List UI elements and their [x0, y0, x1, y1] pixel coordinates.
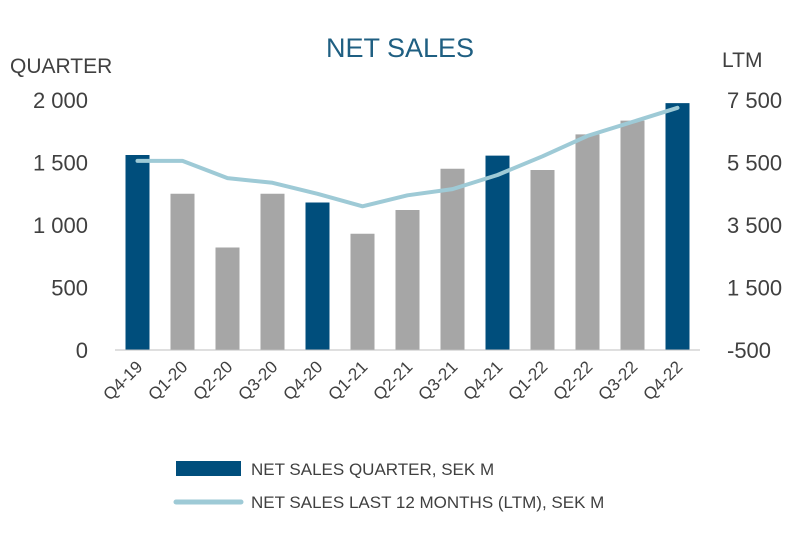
right-axis-ticks: -500 1 500 3 500 5 500 7 500 [727, 88, 782, 363]
right-axis-title: LTM [722, 49, 762, 72]
left-axis-title: QUARTER [10, 55, 112, 78]
x-tick-label: Q4-20 [279, 357, 326, 404]
x-tick-label: Q1-21 [324, 357, 371, 404]
bar-q4-19 [125, 155, 150, 350]
right-tick-label: -500 [727, 338, 771, 363]
bar-q3-22 [620, 120, 645, 350]
bar-q2-22 [575, 134, 600, 350]
bar-q3-20 [260, 193, 285, 350]
right-tick-label: 7 500 [727, 88, 782, 113]
bar-q1-20 [170, 193, 195, 350]
x-tick-label: Q4-21 [459, 357, 506, 404]
x-tick-label: Q2-20 [189, 357, 236, 404]
x-axis-ticks: Q4-19Q1-20Q2-20Q3-20Q4-20Q1-21Q2-21Q3-21… [99, 357, 686, 404]
ltm-line-series [135, 105, 680, 209]
x-tick-label: Q4-22 [639, 357, 686, 404]
left-axis-ticks: 0 500 1 000 1 500 2 000 [33, 88, 88, 363]
bar-q4-21 [485, 155, 510, 350]
left-tick-label: 1 000 [33, 213, 88, 238]
ltm-line [135, 105, 680, 209]
quarter-bars [125, 103, 690, 350]
bar-q4-20 [305, 202, 330, 350]
bar-q1-21 [350, 233, 375, 350]
left-tick-label: 0 [76, 338, 88, 363]
bar-q2-20 [215, 247, 240, 350]
x-tick-label: Q3-21 [414, 357, 461, 404]
bar-q2-21 [395, 210, 420, 350]
chart-title: NET SALES [326, 33, 474, 63]
x-tick-label: Q4-19 [99, 357, 146, 404]
left-tick-label: 2 000 [33, 88, 88, 113]
x-tick-label: Q2-21 [369, 357, 416, 404]
x-tick-label: Q3-22 [594, 357, 641, 404]
legend: NET SALES QUARTER, SEK M NET SALES LAST … [173, 460, 604, 512]
left-tick-label: 500 [51, 276, 88, 301]
bar-q3-21 [440, 168, 465, 350]
right-tick-label: 1 500 [727, 276, 782, 301]
right-tick-label: 5 500 [727, 151, 782, 176]
right-tick-label: 3 500 [727, 213, 782, 238]
bar-q1-22 [530, 170, 555, 350]
x-tick-label: Q1-20 [144, 357, 191, 404]
x-tick-label: Q2-22 [549, 357, 596, 404]
legend-label-ltm: NET SALES LAST 12 MONTHS (LTM), SEK M [251, 493, 604, 512]
bar-q4-22 [665, 103, 690, 350]
legend-swatch-quarter [176, 461, 241, 476]
legend-label-quarter: NET SALES QUARTER, SEK M [251, 460, 494, 479]
x-tick-label: Q3-20 [234, 357, 281, 404]
left-tick-label: 1 500 [33, 151, 88, 176]
x-tick-label: Q1-22 [504, 357, 551, 404]
